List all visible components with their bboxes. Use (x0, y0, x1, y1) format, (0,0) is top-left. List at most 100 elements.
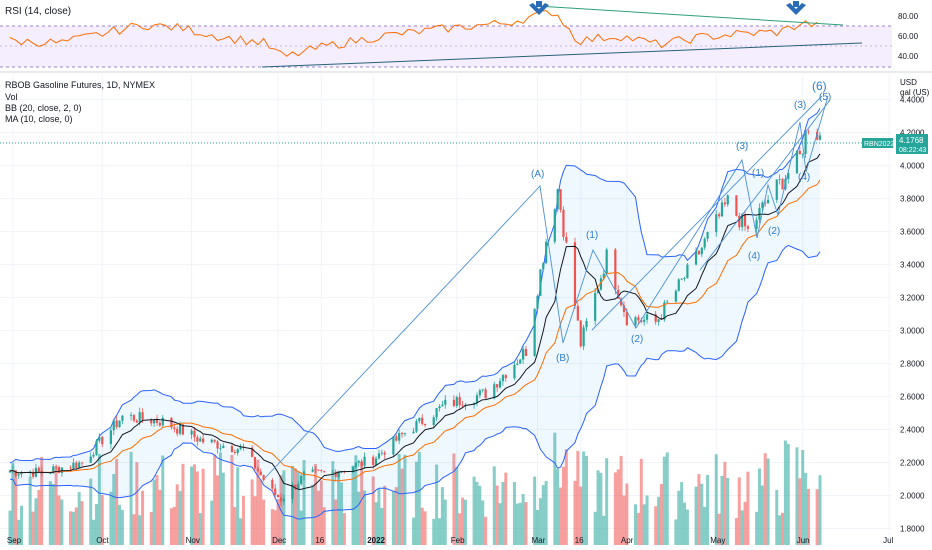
wave-label: (3) (736, 141, 748, 152)
volume-bar (311, 484, 315, 545)
candle-body (236, 449, 239, 454)
candlesticks (8, 127, 822, 507)
candle-body (816, 131, 819, 140)
price-axis[interactable]: USD gal (US) 4.4000 4.2000 4.0000 3.8000 3.6… (900, 78, 930, 534)
candle-body (98, 437, 101, 441)
wave-label: (2) (631, 334, 643, 345)
volume-bar (538, 498, 542, 545)
unit-label: gal (US) (900, 88, 930, 97)
candle-body (683, 278, 686, 279)
volume-bar (216, 475, 220, 545)
volume-bar (685, 509, 689, 545)
rsi-line (9, 10, 818, 57)
wave-labels: (A) (B) (1) (2) (3) (1) (2) (3) (4) (4) … (531, 79, 831, 364)
volume-bar (221, 472, 225, 545)
candle-body (37, 467, 40, 472)
candle-body (109, 430, 112, 445)
volume-bar (397, 453, 401, 545)
volume-bar (420, 507, 424, 545)
candle-body (418, 417, 421, 422)
candle-body (478, 390, 481, 396)
volume-bar (135, 462, 139, 545)
volume-bar (706, 474, 710, 545)
volume-bar (665, 452, 669, 545)
volume-bar (354, 455, 358, 545)
time-tick: 16 (315, 536, 324, 545)
candle-body (153, 419, 156, 424)
candle-body (129, 415, 133, 416)
rsi-pane[interactable]: RSI (14, close) 80.00 60.00 40.00 (0, 1, 919, 68)
volume-bar (564, 449, 568, 545)
wave-label: (A) (531, 169, 544, 180)
candle-body (78, 462, 81, 468)
moving-average-line (9, 153, 821, 490)
volume-bar (290, 465, 294, 545)
volume-bar (28, 476, 32, 545)
candle-body (150, 419, 153, 424)
candle-body (282, 498, 285, 502)
candle-body (602, 273, 605, 279)
price-tick: 2.6000 (900, 393, 925, 402)
candle-body (441, 404, 444, 407)
candle-body (392, 436, 395, 455)
candle-body (75, 462, 78, 468)
volume-bar (80, 501, 84, 545)
candle-body (173, 427, 176, 429)
candle-body (596, 289, 600, 293)
candle-body (542, 263, 545, 270)
candle-body (718, 214, 721, 217)
main-legend[interactable]: RBOB Gasoline Futures, 1D, NYMEX Vol BB … (5, 80, 155, 124)
price-tick: 2.4000 (900, 426, 925, 435)
volume-bar (169, 508, 173, 545)
candle-body (158, 422, 161, 426)
candle-body (516, 363, 519, 365)
volume-bar (763, 453, 767, 545)
indicator-label-vol[interactable]: Vol (5, 92, 18, 102)
wave-impulse (635, 95, 829, 329)
volume-bar (20, 505, 24, 545)
volume-bar (331, 461, 335, 545)
price-tick: 2.2000 (900, 459, 925, 468)
candle-body (764, 202, 767, 204)
volume-bar (596, 470, 600, 545)
candle-body (706, 232, 709, 239)
candle-body (383, 452, 386, 455)
volume-bar (599, 472, 603, 545)
volume-bar (316, 490, 320, 545)
volume-bar (337, 470, 341, 545)
time-tick: Nov (186, 536, 200, 545)
price-tick: 4.0000 (900, 162, 925, 171)
volume-bar (259, 480, 263, 545)
time-axis[interactable]: Sep Oct Nov Dec 16 2022 Feb Mar 16 Apr May Jun Jul (7, 536, 894, 545)
volume-bar (89, 478, 93, 545)
candle-body (233, 451, 236, 454)
indicator-label-bb[interactable]: BB (20, close, 2, 0) (5, 103, 82, 113)
volume-bar (37, 489, 41, 545)
volume-bar (553, 432, 557, 545)
candle-body (395, 436, 398, 441)
volume-bar (720, 476, 724, 545)
candle-body (300, 475, 303, 485)
candle-body (643, 319, 646, 322)
candle-body (614, 249, 617, 290)
candle-body (565, 236, 568, 243)
volume-bar (34, 498, 38, 545)
volume-bar (593, 511, 597, 545)
candle-body (251, 447, 254, 457)
volume-bar (556, 469, 560, 545)
candle-body (155, 419, 159, 423)
candle-body (415, 421, 418, 432)
volume-bar (319, 480, 323, 545)
time-tick: Dec (272, 536, 286, 545)
candle-body (112, 420, 115, 431)
indicator-label-ma[interactable]: MA (10, close, 0) (5, 114, 73, 124)
candle-body (239, 446, 242, 450)
candle-body (637, 317, 640, 321)
bollinger-band-fill (10, 108, 820, 520)
candle-body (181, 424, 185, 435)
volume-bar (734, 518, 738, 545)
price-tick: 4.2000 (900, 129, 925, 138)
candle-body (452, 399, 456, 407)
candle-body (274, 488, 277, 495)
